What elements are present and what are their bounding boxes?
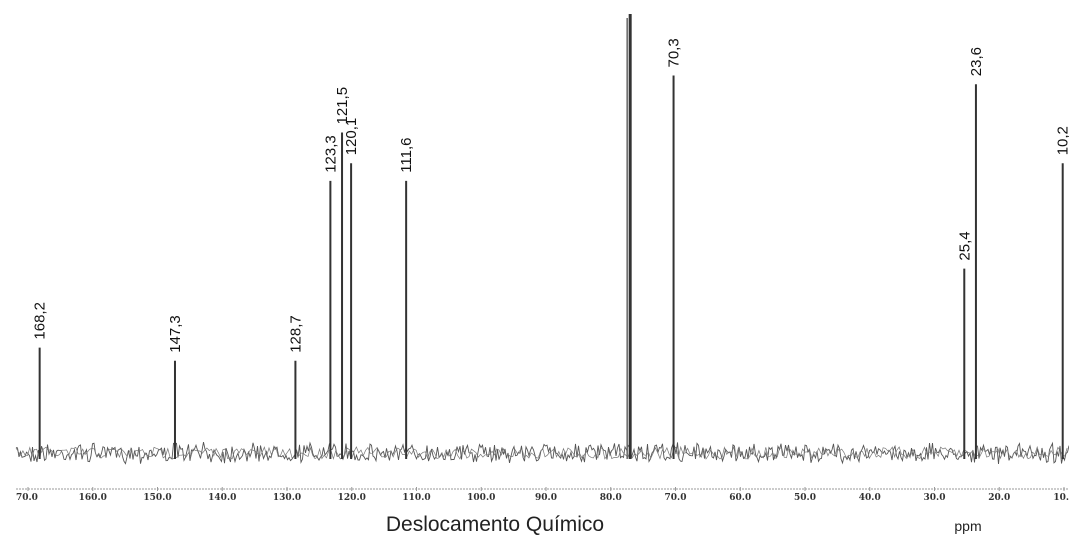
x-tick-label: 70.0 — [665, 493, 687, 503]
peak-label: 147,3 — [167, 315, 184, 353]
peak-label: 23,6 — [968, 47, 985, 76]
x-tick-label: 110.0 — [402, 493, 430, 503]
x-tick-label: 50.0 — [794, 493, 816, 503]
noise-trace-secondary — [15, 445, 1068, 460]
baseline-noise — [15, 441, 1069, 465]
peak-lines — [38, 14, 1064, 459]
peak-label: 10,2 — [1055, 126, 1069, 155]
x-tick-label: 100.0 — [467, 493, 495, 503]
x-tick-label: 60.0 — [729, 493, 751, 503]
x-tick-label: 130.0 — [273, 493, 301, 503]
x-tick-label: 10. — [1053, 493, 1069, 503]
noise-trace — [15, 441, 1069, 465]
x-tick-label: 120.0 — [338, 493, 366, 503]
x-tick-label: 140.0 — [208, 493, 236, 503]
peak-label: 121,5 — [334, 87, 351, 125]
x-tick-label: 160.0 — [79, 493, 107, 503]
x-axis-ticks: 70.0 160.0 150.0 140.0 130.0 120.0 110.0 100.0 9… — [16, 487, 1069, 503]
peak-label: 128,7 — [287, 315, 304, 353]
peak-label: 120,1 — [343, 118, 360, 156]
x-tick-label: 80.0 — [600, 493, 622, 503]
x-tick-label: 90.0 — [535, 493, 557, 503]
peak-label: 111,6 — [398, 137, 415, 172]
x-axis-unit: ppm — [954, 518, 981, 534]
peak-label: 168,2 — [32, 302, 49, 340]
peak-label: 123,3 — [322, 135, 339, 173]
peak-label: 70,3 — [666, 38, 683, 67]
x-axis-title: Deslocamento Químico — [386, 513, 604, 536]
x-tick-label: 40.0 — [859, 493, 881, 503]
x-tick-label: 150.0 — [143, 493, 171, 503]
x-tick-label: 30.0 — [924, 493, 946, 503]
x-tick-label: 20.0 — [988, 493, 1010, 503]
x-tick-label: 70.0 — [16, 493, 38, 503]
peak-label: 25,4 — [956, 231, 973, 260]
